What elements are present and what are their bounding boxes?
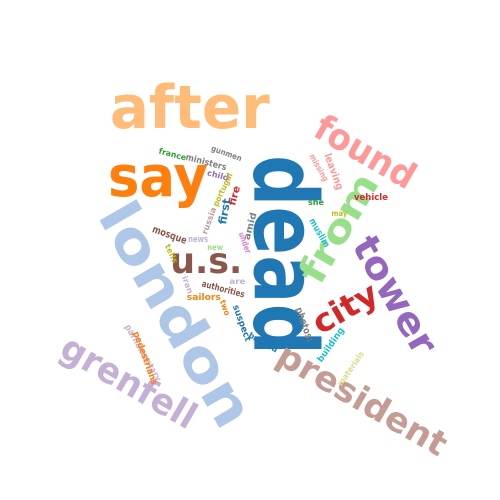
word-us: u.s. bbox=[170, 241, 242, 282]
word-after: after bbox=[110, 73, 270, 143]
word-she: she bbox=[307, 198, 324, 207]
word-two: two bbox=[217, 298, 232, 317]
word-say: say bbox=[108, 145, 208, 210]
word-new: new bbox=[206, 243, 223, 252]
word-sailors: sailors bbox=[187, 292, 221, 303]
word-may: may bbox=[330, 209, 347, 218]
word-vehicle: vehicle bbox=[354, 192, 388, 203]
word-news: news bbox=[187, 234, 209, 245]
word-are: are bbox=[229, 277, 245, 286]
word-first: first bbox=[216, 197, 234, 225]
